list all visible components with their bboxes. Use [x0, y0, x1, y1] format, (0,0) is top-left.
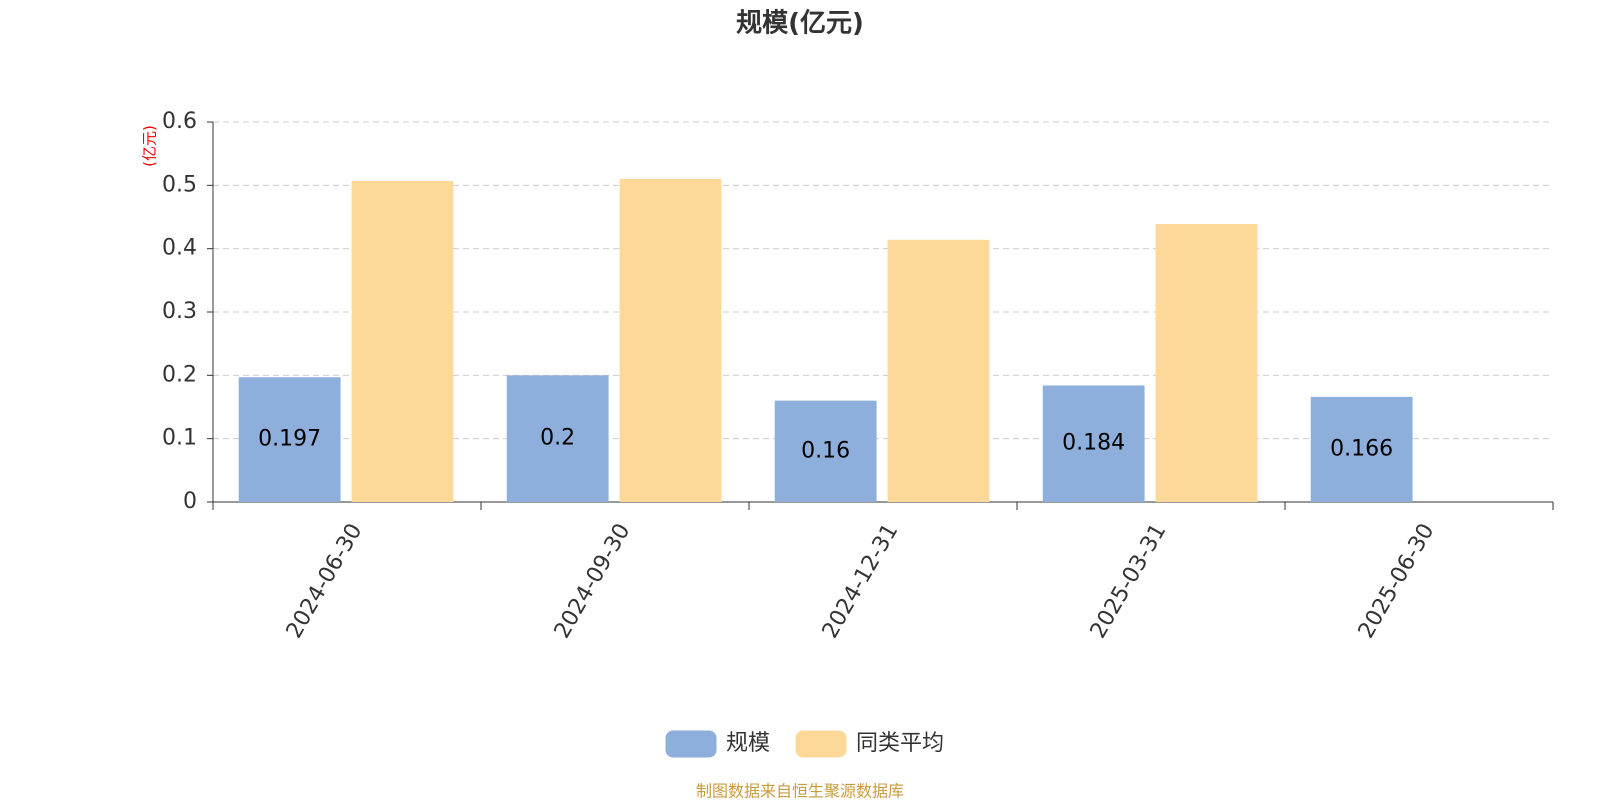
- legend-swatch: [665, 730, 717, 758]
- x-tick-label: 2025-06-30: [1354, 520, 1440, 643]
- bar: [351, 180, 454, 502]
- y-axis-label: (亿元): [141, 125, 159, 167]
- bar: [774, 400, 877, 502]
- x-tick-label: 2024-12-31: [818, 520, 904, 643]
- bar: [1155, 223, 1258, 502]
- legend-label: 规模: [726, 731, 770, 756]
- value-label: 0.184: [1062, 431, 1125, 456]
- y-tick-label: 0.5: [162, 172, 197, 197]
- y-tick-label: 0.2: [162, 362, 197, 387]
- y-tick-label: 0: [183, 489, 197, 514]
- x-tick-label: 2024-06-30: [282, 520, 368, 643]
- bar: [887, 239, 990, 503]
- footer: 制图数据来自恒生聚源数据库: [696, 782, 904, 800]
- value-label: 0.197: [258, 427, 321, 452]
- bar: [619, 179, 722, 502]
- value-label: 0.166: [1330, 436, 1393, 461]
- value-label: 0.16: [801, 438, 850, 463]
- bar: [238, 377, 341, 502]
- y-tick-label: 0.6: [162, 109, 197, 134]
- y-tick-label: 0.1: [162, 426, 197, 451]
- value-label: 0.2: [540, 426, 575, 451]
- y-tick-label: 0.4: [162, 236, 197, 261]
- chart-title: 规模(亿元): [736, 9, 864, 39]
- bar: [506, 375, 609, 502]
- legend-swatch: [795, 730, 847, 758]
- bar: [1310, 396, 1413, 502]
- x-tick-label: 2025-03-31: [1086, 520, 1172, 643]
- bar: [1042, 385, 1145, 502]
- legend-label: 同类平均: [856, 731, 944, 756]
- x-tick-label: 2024-09-30: [550, 520, 636, 643]
- y-tick-label: 0.3: [162, 299, 197, 324]
